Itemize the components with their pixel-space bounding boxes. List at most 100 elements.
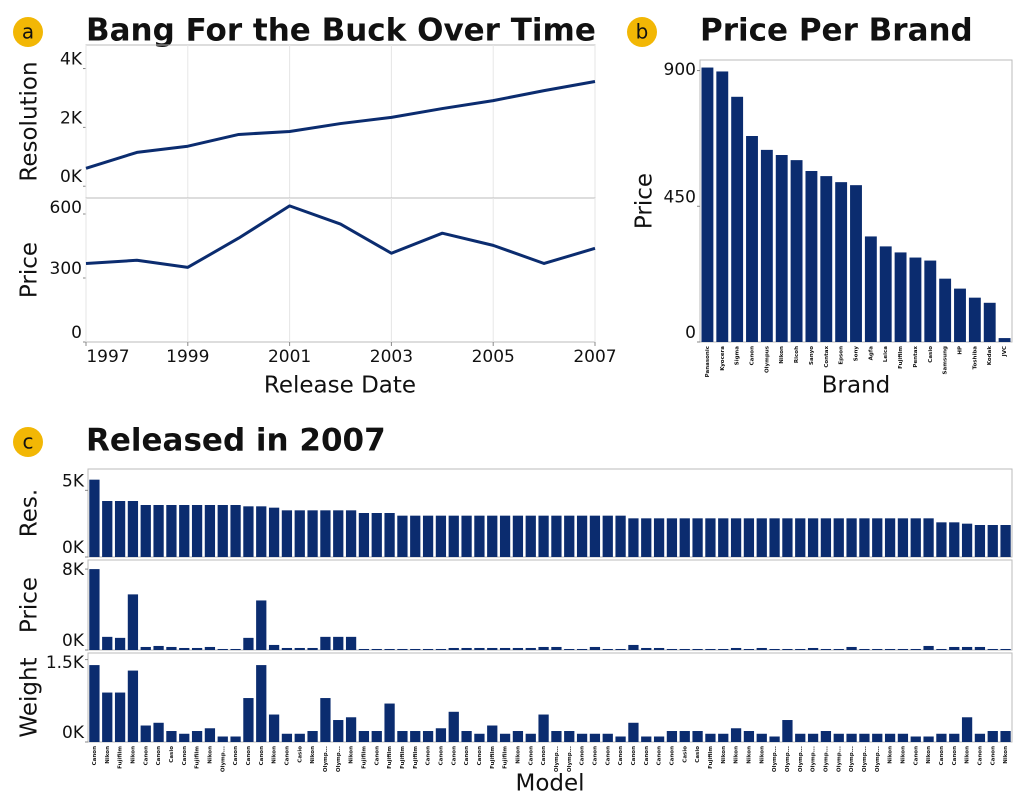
bar xyxy=(243,698,254,742)
bar xyxy=(795,648,806,650)
bar xyxy=(983,302,996,342)
bar xyxy=(294,647,305,650)
x-tick-label: Kodak xyxy=(987,346,993,366)
x-tick-label: Olymp... xyxy=(798,746,804,772)
x-tick-label: Canon xyxy=(92,746,98,765)
x-tick-label: HP xyxy=(958,346,964,355)
x-tick-label: Canon xyxy=(477,746,483,765)
x-tick-label: Olymp... xyxy=(811,746,817,772)
x-tick-label: 2003 xyxy=(370,347,413,367)
y-tick-label: 300 xyxy=(50,259,82,279)
bar xyxy=(564,515,575,557)
bar xyxy=(807,733,819,742)
bar xyxy=(923,736,934,742)
y-tick-label: 0K xyxy=(62,723,85,743)
bar xyxy=(679,648,690,650)
bar xyxy=(718,518,729,557)
x-tick-label: Canon xyxy=(528,746,534,765)
x-tick-label: Fujifilm xyxy=(118,746,124,769)
bar xyxy=(89,479,100,557)
bar xyxy=(243,637,254,650)
bar xyxy=(961,646,973,650)
bar xyxy=(102,692,113,742)
x-tick-label: Canon xyxy=(259,746,265,765)
x-tick-label: JVC xyxy=(1002,346,1008,357)
x-tick-label: Nikon xyxy=(734,746,740,764)
x-tick-label: Nikon xyxy=(130,746,136,764)
x-tick-label: Canon xyxy=(464,746,470,765)
bar xyxy=(435,515,447,557)
bar xyxy=(512,647,524,650)
bar xyxy=(256,665,267,742)
bar xyxy=(910,648,921,650)
x-tick-label: Olympus xyxy=(764,345,770,373)
x-axis-label: Brand xyxy=(822,373,891,399)
panel-badge-label: b xyxy=(636,20,649,44)
bar xyxy=(538,646,549,650)
bar xyxy=(166,505,177,557)
x-tick-label: Canon xyxy=(644,746,650,765)
bar xyxy=(102,636,113,650)
y-axis-label: Price xyxy=(17,577,43,633)
bar xyxy=(833,648,844,650)
bar xyxy=(820,648,832,650)
x-tick-label: Canon xyxy=(246,746,252,765)
bar xyxy=(358,513,370,557)
bar xyxy=(410,731,421,742)
bar xyxy=(894,252,907,342)
x-tick-label: Fujifilm xyxy=(361,746,367,769)
bar xyxy=(666,518,678,557)
x-tick-label: Canon xyxy=(618,746,624,765)
bar xyxy=(820,176,833,342)
bar xyxy=(936,733,947,742)
x-tick-label: Nikon xyxy=(779,346,785,364)
x-tick-label: Nikon xyxy=(721,746,727,764)
bar xyxy=(859,518,870,557)
bar xyxy=(705,648,716,650)
x-tick-label: Canon xyxy=(374,746,380,765)
y-tick-label: 0K xyxy=(62,631,85,651)
x-tick-label: Casio xyxy=(695,746,701,763)
bar xyxy=(730,647,742,650)
bar xyxy=(760,149,773,342)
x-tick-label: Canon xyxy=(750,346,756,365)
bar xyxy=(114,637,126,650)
bar xyxy=(512,731,524,742)
x-tick-label: 1997 xyxy=(86,347,129,367)
bar xyxy=(358,731,370,742)
x-tick-label: Sanyo xyxy=(809,346,815,365)
bar xyxy=(153,645,164,650)
bar xyxy=(371,648,382,650)
x-tick-label: Nikon xyxy=(1003,746,1009,764)
x-tick-label: Agfa xyxy=(868,346,874,361)
bar xyxy=(615,736,626,742)
bar xyxy=(525,647,536,650)
bar xyxy=(949,733,960,742)
bar xyxy=(1000,731,1011,742)
bar xyxy=(641,518,652,557)
bar xyxy=(974,525,986,557)
x-tick-label: Kyocera xyxy=(720,346,726,371)
x-tick-label: Casio xyxy=(928,346,934,363)
bar xyxy=(448,647,459,650)
x-tick-label: 2001 xyxy=(268,347,311,367)
bar xyxy=(756,733,767,742)
x-tick-label: Fujifilm xyxy=(503,746,509,769)
x-tick-label: Canon xyxy=(977,746,983,765)
bar xyxy=(718,648,729,650)
bar xyxy=(474,515,485,557)
x-tick-label: Canon xyxy=(913,746,919,765)
bar xyxy=(835,182,848,342)
bar xyxy=(769,518,780,557)
bar xyxy=(551,731,562,742)
bar xyxy=(333,636,344,650)
bar xyxy=(1000,525,1011,557)
x-tick-label: Nikon xyxy=(900,746,906,764)
bar xyxy=(653,736,665,742)
bar xyxy=(294,510,305,557)
bar xyxy=(846,733,857,742)
plot-frame xyxy=(85,44,596,199)
x-tick-label: Nikon xyxy=(759,746,765,764)
bar xyxy=(790,160,803,342)
bar xyxy=(89,569,100,650)
